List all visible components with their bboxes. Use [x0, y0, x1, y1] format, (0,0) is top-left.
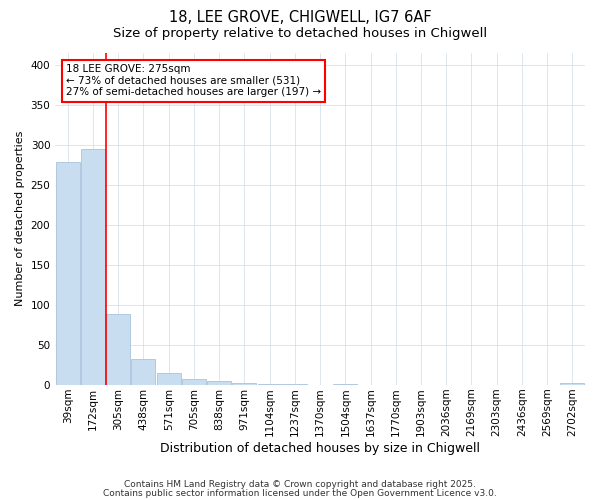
- Text: Contains public sector information licensed under the Open Government Licence v3: Contains public sector information licen…: [103, 488, 497, 498]
- Bar: [334, 384, 357, 385]
- Text: Size of property relative to detached houses in Chigwell: Size of property relative to detached ho…: [113, 28, 487, 40]
- Bar: [81, 148, 105, 385]
- Y-axis label: Number of detached properties: Number of detached properties: [15, 131, 25, 306]
- Bar: [106, 314, 130, 385]
- Bar: [232, 384, 256, 385]
- Text: 18 LEE GROVE: 275sqm
← 73% of detached houses are smaller (531)
27% of semi-deta: 18 LEE GROVE: 275sqm ← 73% of detached h…: [66, 64, 321, 98]
- Text: 18, LEE GROVE, CHIGWELL, IG7 6AF: 18, LEE GROVE, CHIGWELL, IG7 6AF: [169, 10, 431, 25]
- Bar: [560, 384, 584, 385]
- Bar: [157, 373, 181, 385]
- Bar: [182, 380, 206, 385]
- Bar: [56, 162, 80, 385]
- Text: Contains HM Land Registry data © Crown copyright and database right 2025.: Contains HM Land Registry data © Crown c…: [124, 480, 476, 489]
- Bar: [131, 360, 155, 385]
- Bar: [207, 381, 231, 385]
- Bar: [257, 384, 281, 385]
- X-axis label: Distribution of detached houses by size in Chigwell: Distribution of detached houses by size …: [160, 442, 480, 455]
- Bar: [283, 384, 307, 385]
